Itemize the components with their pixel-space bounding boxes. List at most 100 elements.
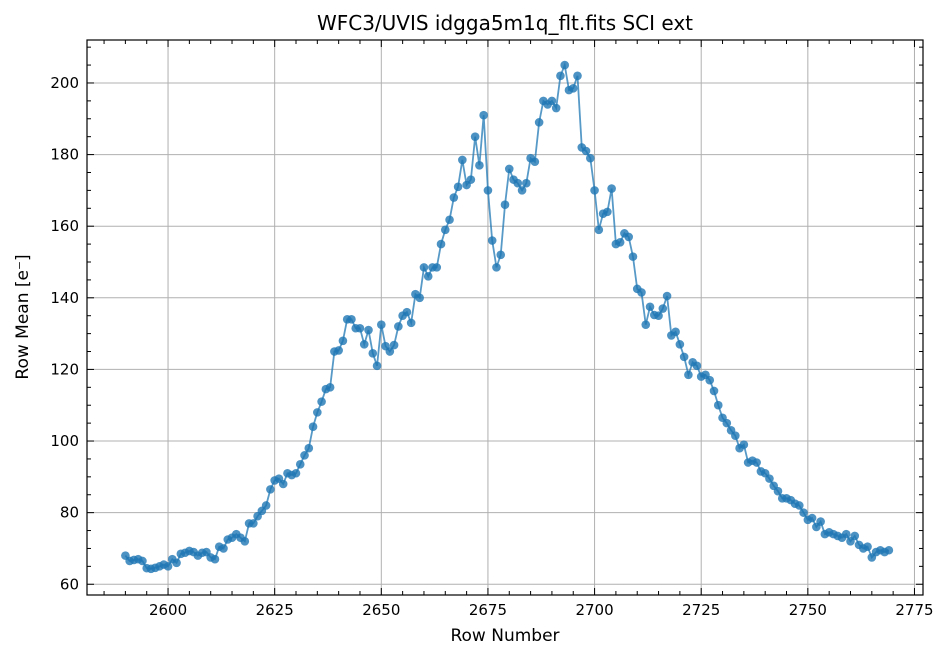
data-point: [295, 460, 305, 469]
data-point: [603, 207, 612, 217]
data-point: [249, 519, 258, 528]
chart-title: WFC3/UVIS idgga5m1q_flt.fits SCI ext: [317, 11, 693, 35]
data-point: [402, 307, 412, 317]
data-point: [645, 302, 655, 312]
data-point: [313, 408, 322, 417]
data-point: [163, 562, 173, 571]
data-point: [586, 153, 595, 163]
plot-frame: [86, 39, 924, 596]
y-tick-label: 140: [50, 289, 79, 307]
data-point: [389, 340, 399, 350]
y-tick-label: 180: [50, 146, 79, 164]
y-tick-label: 200: [50, 74, 79, 92]
y-tick-label: 100: [50, 432, 79, 450]
data-point: [684, 370, 693, 380]
data-point: [419, 263, 429, 272]
data-point: [300, 451, 309, 460]
data-point: [504, 164, 514, 174]
data-point: [560, 60, 570, 70]
data-point: [799, 508, 808, 517]
data-point: [692, 361, 702, 371]
data-point: [372, 361, 382, 371]
data-point: [594, 225, 604, 235]
y-tick-label: 160: [50, 217, 79, 235]
y-axis-label: Row Mean [e⁻]: [13, 254, 33, 379]
data-point: [172, 558, 181, 568]
data-point: [466, 175, 476, 184]
data-point: [470, 132, 480, 141]
data-point: [423, 272, 433, 281]
data-point: [863, 542, 872, 551]
data-point: [568, 84, 578, 93]
data-point: [304, 443, 314, 453]
data-point: [517, 186, 527, 195]
data-point: [432, 263, 442, 272]
data-point: [487, 236, 497, 245]
data-point: [675, 340, 685, 349]
tick-labels: 2600 2625 2650 2675 2700 2725 2750 2775 60 80 100 1…: [50, 74, 933, 619]
data-point: [291, 468, 301, 478]
data-point: [240, 536, 250, 546]
data-point: [722, 418, 732, 428]
data-point: [334, 346, 343, 355]
data-point: [483, 186, 493, 195]
x-tick-label: 2650: [362, 601, 400, 619]
data-point: [713, 400, 723, 410]
data-point: [658, 304, 668, 313]
x-tick-label: 2700: [575, 601, 613, 619]
data-point: [440, 225, 450, 235]
data-point: [679, 352, 689, 362]
data-point: [752, 458, 761, 467]
data-point: [671, 327, 680, 337]
grid: [87, 40, 923, 595]
data-point: [492, 263, 501, 272]
data-point: [317, 397, 326, 406]
data-point: [445, 215, 454, 225]
data-point: [458, 155, 467, 165]
data-point: [325, 383, 335, 392]
x-tick-label: 2725: [682, 601, 720, 619]
data-point: [534, 118, 544, 127]
x-tick-label: 2675: [469, 601, 507, 619]
data-point: [522, 178, 531, 188]
data-point: [662, 291, 672, 301]
data-point: [359, 340, 369, 349]
data-point: [219, 544, 228, 553]
data-point: [551, 103, 561, 113]
data-point: [807, 513, 817, 523]
data-point: [573, 71, 582, 81]
data-point: [530, 157, 540, 167]
data-point: [415, 293, 424, 303]
x-tick-label: 2775: [895, 601, 933, 619]
data-point: [500, 200, 510, 210]
data-point: [266, 485, 275, 494]
data-point: [453, 182, 463, 192]
data-point: [641, 320, 651, 329]
data-point: [475, 161, 484, 170]
data-point: [731, 431, 740, 440]
data-point: [436, 239, 446, 249]
data-point: [547, 96, 557, 106]
data-point: [479, 110, 488, 120]
data-point: [138, 556, 147, 566]
data-point: [739, 440, 749, 449]
data-point: [496, 250, 506, 260]
data-point: [581, 146, 591, 156]
data-point: [615, 238, 625, 247]
data-point: [607, 184, 616, 193]
y-tick-label: 80: [60, 504, 79, 522]
x-tick-label: 2750: [789, 601, 827, 619]
data-point: [261, 501, 271, 510]
data-point: [637, 288, 646, 297]
data-point: [355, 323, 365, 333]
data-point: [278, 479, 288, 489]
data-point: [368, 349, 378, 358]
data-point: [705, 375, 715, 385]
data-point: [628, 252, 638, 261]
data-point: [364, 325, 373, 335]
data-point: [765, 474, 774, 483]
data-point: [556, 71, 565, 81]
data-point: [513, 178, 523, 188]
data-point: [624, 232, 633, 242]
